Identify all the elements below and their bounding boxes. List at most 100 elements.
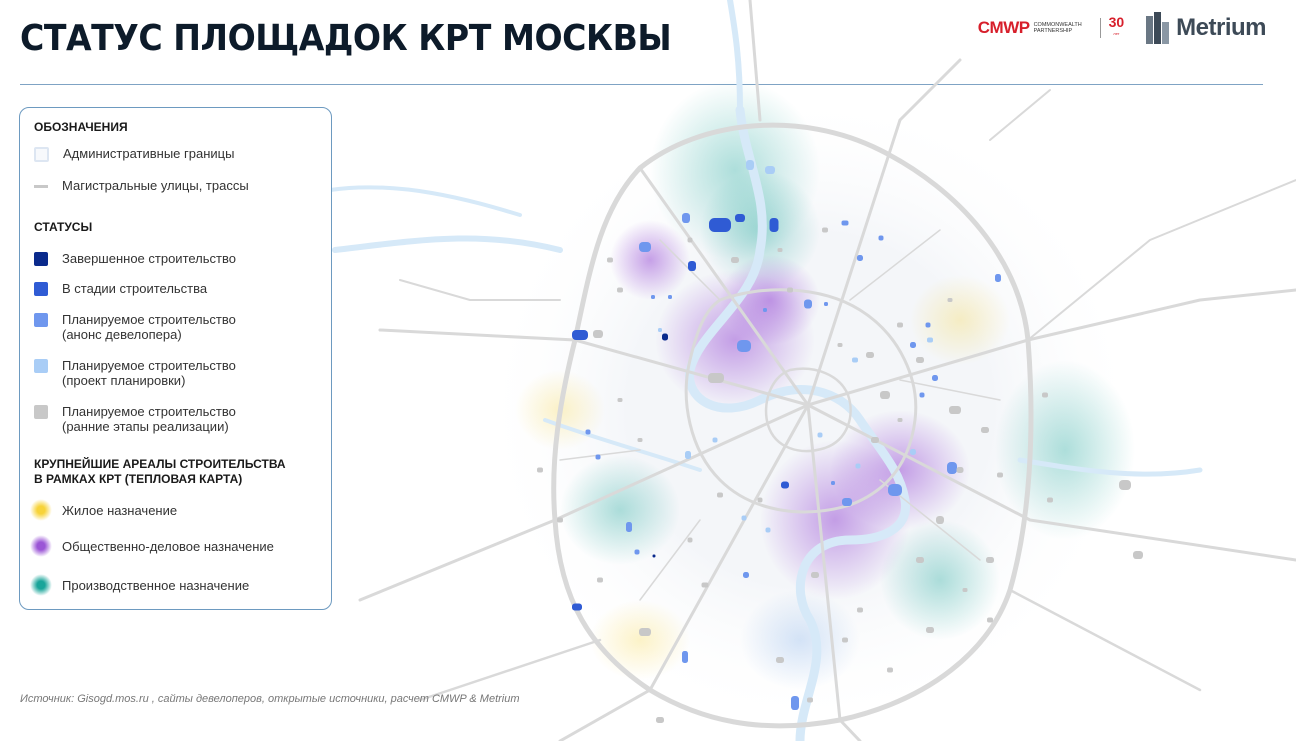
krt-site[interactable] (831, 481, 835, 485)
krt-site[interactable] (857, 607, 863, 613)
krt-site[interactable] (765, 527, 771, 533)
krt-site[interactable] (777, 248, 783, 252)
krt-site[interactable] (811, 572, 819, 578)
krt-site[interactable] (925, 322, 931, 328)
krt-site[interactable] (841, 220, 849, 226)
krt-site[interactable] (651, 295, 655, 299)
krt-site[interactable] (919, 392, 925, 398)
krt-site[interactable] (897, 322, 903, 328)
krt-site[interactable] (537, 467, 543, 473)
krt-site[interactable] (658, 328, 662, 332)
krt-site[interactable] (701, 582, 709, 588)
krt-site[interactable] (662, 333, 668, 341)
krt-site[interactable] (746, 160, 754, 170)
krt-site[interactable] (765, 166, 775, 174)
krt-site[interactable] (626, 522, 632, 532)
krt-site[interactable] (887, 667, 893, 673)
krt-site[interactable] (637, 438, 643, 442)
krt-site[interactable] (956, 467, 964, 473)
krt-site[interactable] (763, 308, 767, 312)
krt-site[interactable] (947, 462, 957, 474)
krt-site[interactable] (817, 432, 823, 438)
krt-site[interactable] (717, 492, 723, 498)
krt-site[interactable] (947, 298, 953, 302)
krt-site[interactable] (878, 235, 884, 241)
krt-site[interactable] (595, 454, 601, 460)
krt-site[interactable] (682, 213, 690, 223)
krt-site[interactable] (916, 357, 924, 363)
krt-site[interactable] (824, 302, 828, 306)
krt-site[interactable] (639, 242, 651, 252)
krt-site[interactable] (709, 218, 731, 232)
krt-site[interactable] (688, 261, 696, 271)
krt-site[interactable] (910, 449, 916, 455)
krt-site[interactable] (735, 214, 745, 222)
krt-site[interactable] (997, 472, 1003, 478)
krt-site[interactable] (1133, 551, 1143, 559)
krt-site[interactable] (617, 398, 623, 402)
krt-site[interactable] (888, 484, 902, 496)
krt-site[interactable] (597, 577, 603, 583)
krt-site[interactable] (995, 274, 1001, 282)
krt-site[interactable] (837, 343, 843, 347)
krt-site[interactable] (949, 406, 961, 414)
krt-site[interactable] (852, 357, 858, 363)
krt-site[interactable] (737, 340, 751, 352)
krt-site[interactable] (639, 628, 651, 636)
krt-site[interactable] (572, 330, 588, 340)
krt-site[interactable] (857, 255, 863, 261)
krt-site[interactable] (842, 498, 852, 506)
krt-site[interactable] (871, 437, 879, 443)
krt-site[interactable] (572, 603, 582, 611)
road-line-swatch (34, 185, 48, 188)
krt-site[interactable] (866, 352, 874, 358)
krt-site[interactable] (842, 637, 848, 643)
krt-site[interactable] (685, 451, 691, 459)
krt-site[interactable] (987, 617, 993, 623)
krt-site[interactable] (1119, 480, 1131, 490)
krt-site[interactable] (652, 554, 656, 558)
krt-site[interactable] (741, 515, 747, 521)
krt-site[interactable] (1047, 497, 1053, 503)
krt-site[interactable] (962, 588, 968, 592)
krt-site[interactable] (880, 391, 890, 399)
krt-site[interactable] (708, 373, 724, 383)
krt-site[interactable] (981, 427, 989, 433)
krt-site[interactable] (712, 437, 718, 443)
krt-site[interactable] (910, 342, 916, 348)
krt-site[interactable] (927, 337, 933, 343)
krt-site[interactable] (1042, 392, 1048, 398)
krt-site[interactable] (656, 717, 664, 723)
krt-site[interactable] (916, 557, 924, 563)
krt-site[interactable] (743, 572, 749, 578)
krt-site[interactable] (557, 517, 563, 523)
krt-site[interactable] (781, 481, 789, 489)
krt-site[interactable] (787, 287, 793, 293)
krt-site[interactable] (986, 557, 994, 563)
krt-site[interactable] (936, 516, 944, 524)
krt-site[interactable] (807, 697, 813, 703)
krt-site[interactable] (769, 218, 779, 232)
krt-site[interactable] (757, 497, 763, 503)
krt-site[interactable] (593, 330, 603, 338)
krt-site[interactable] (585, 429, 591, 435)
krt-site[interactable] (731, 257, 739, 263)
header-divider (20, 84, 1263, 85)
krt-site[interactable] (668, 295, 672, 299)
krt-site[interactable] (926, 627, 934, 633)
krt-site[interactable] (822, 227, 828, 233)
krt-site[interactable] (791, 696, 799, 710)
krt-site[interactable] (897, 418, 903, 422)
krt-site[interactable] (932, 375, 938, 381)
krt-site[interactable] (617, 287, 623, 293)
sites-layer (537, 160, 1143, 723)
krt-site[interactable] (804, 299, 812, 309)
krt-site[interactable] (855, 463, 861, 469)
krt-site[interactable] (682, 651, 688, 663)
krt-site[interactable] (687, 537, 693, 543)
krt-site[interactable] (607, 257, 613, 263)
krt-site[interactable] (634, 549, 640, 555)
krt-site[interactable] (776, 657, 784, 663)
krt-site[interactable] (687, 237, 693, 243)
